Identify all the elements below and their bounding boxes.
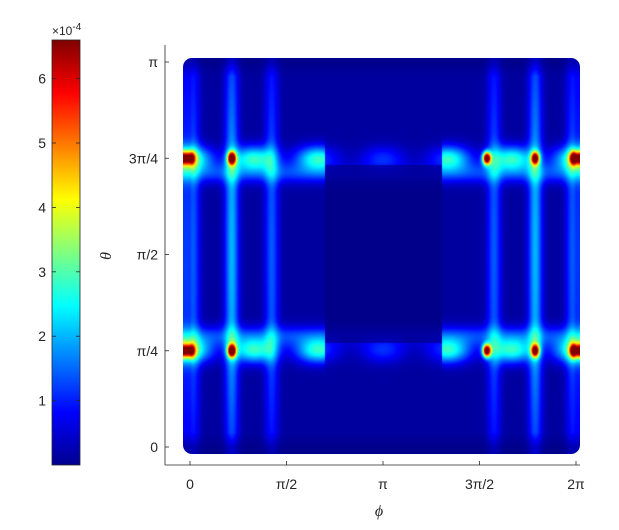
colorbar-gradient <box>51 39 81 466</box>
colorbar-tick-label: 4 <box>38 199 46 215</box>
y-tick-label: π <box>148 54 158 70</box>
x-tick-label: π <box>378 476 388 492</box>
colorbar-ticks: 1 2 3 4 5 6 <box>38 71 80 409</box>
colorbar-tick-label: 6 <box>38 71 46 87</box>
y-axis-label: θ <box>98 252 115 260</box>
y-tick-label: 0 <box>150 439 158 455</box>
colorbar-tick-label: 3 <box>38 264 46 280</box>
x-tick-label: 3π/2 <box>465 476 494 492</box>
axes: 0 π/2 π 3π/2 2π 0 π/4 π/2 3π/4 π ϕ θ <box>98 45 585 520</box>
x-ticks: 0 π/2 π 3π/2 2π <box>186 461 585 492</box>
colorbar-tick-label: 1 <box>38 393 46 409</box>
x-axis-label: ϕ <box>375 503 383 520</box>
x-tick-label: π/2 <box>276 476 298 492</box>
colorbar-exponent-label: ×10-4 <box>52 22 82 38</box>
colorbar-tick-label: 2 <box>38 328 46 344</box>
y-tick-label: π/2 <box>137 247 159 263</box>
y-ticks: 0 π/4 π/2 3π/4 π <box>129 54 169 455</box>
y-tick-label: 3π/4 <box>129 150 158 166</box>
x-tick-label: 2π <box>567 476 585 492</box>
y-tick-label: π/4 <box>137 343 159 359</box>
colorbar-tick-label: 5 <box>38 135 46 151</box>
colorbar: 1 2 3 4 5 6 ×10-4 <box>38 22 82 466</box>
x-tick-label: 0 <box>186 476 194 492</box>
heatmap-plot <box>183 58 580 454</box>
heatmap-image <box>183 58 580 454</box>
